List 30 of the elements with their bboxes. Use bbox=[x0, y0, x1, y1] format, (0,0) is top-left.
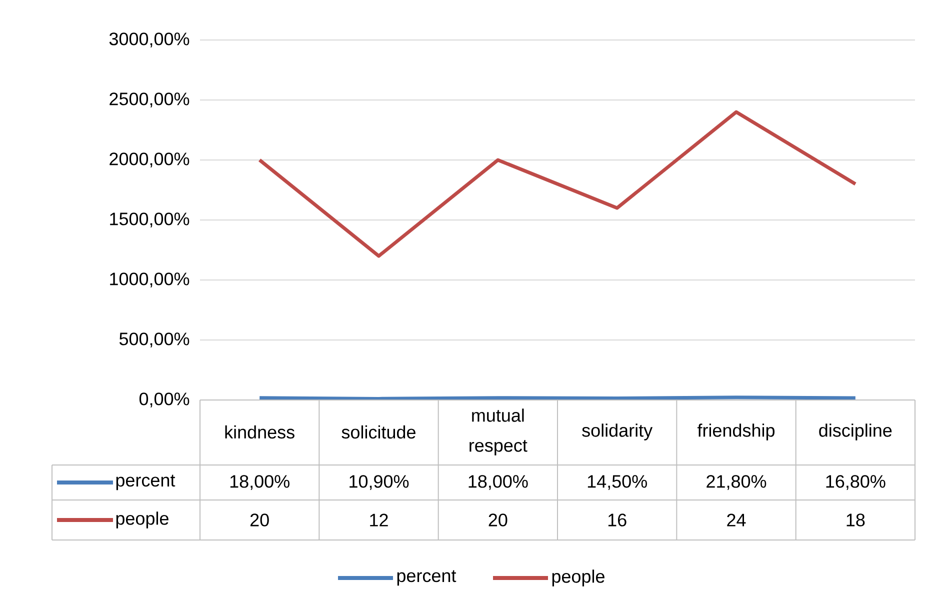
data-label: 21,80% bbox=[706, 475, 766, 490]
data-label: 12 bbox=[370, 514, 388, 526]
legend-label: people bbox=[116, 512, 168, 528]
y-tick-label: 1000,00% bbox=[110, 272, 190, 288]
data-label: 18 bbox=[846, 514, 865, 526]
data-label: 20 bbox=[250, 514, 269, 526]
y-tick-label: 500,00% bbox=[119, 332, 190, 348]
line-series bbox=[258, 110, 858, 258]
data-label: 18,00% bbox=[230, 475, 290, 490]
data-label: 24 bbox=[727, 514, 746, 526]
y-tick-label: 1500,00% bbox=[110, 212, 190, 228]
x-tick-label: friendship bbox=[697, 424, 774, 440]
x-tick-label: solicitude bbox=[342, 425, 416, 439]
y-tick-label: 3000,00% bbox=[109, 32, 190, 48]
x-tick-label: solidarity bbox=[582, 424, 653, 440]
y-tick-label: 0,00% bbox=[139, 392, 190, 408]
text: people bbox=[552, 570, 604, 586]
x-tick-label: discipline bbox=[819, 424, 892, 440]
x-tick-label: mutual respect bbox=[470, 408, 528, 456]
data-label: 16,80% bbox=[826, 475, 886, 490]
y-tick-label: 2500,00% bbox=[110, 92, 190, 108]
y-tick-label: 2000,00% bbox=[110, 152, 190, 168]
data-label: 20 bbox=[488, 514, 508, 526]
legend-label: percent bbox=[116, 474, 176, 490]
data-label: 16 bbox=[608, 514, 626, 526]
data-label: 18,00% bbox=[468, 475, 528, 490]
x-tick-label: kindness bbox=[225, 425, 294, 439]
data-label: 14,50% bbox=[588, 475, 647, 490]
data-label: 10,90% bbox=[350, 475, 409, 490]
text: percent bbox=[397, 570, 456, 586]
